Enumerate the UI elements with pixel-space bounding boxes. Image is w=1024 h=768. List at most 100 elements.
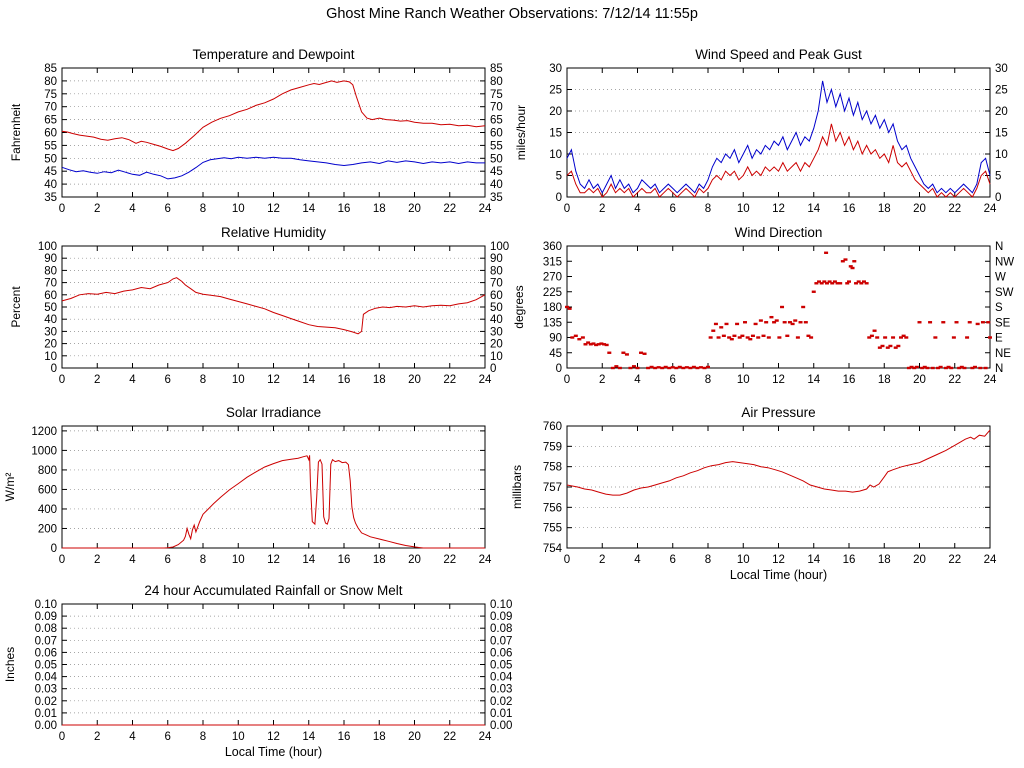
y-tick-label: 0 [556, 363, 562, 375]
y-tick-label: 60 [44, 128, 57, 140]
y-tick-label-right: 40 [490, 314, 503, 326]
x-tick-label: 10 [737, 554, 750, 566]
y-tick-label-right: 0.05 [490, 660, 512, 672]
x-tick-label: 14 [302, 374, 315, 386]
y-axis-label: Inches [3, 647, 17, 682]
y-tick-label-right: 75 [490, 89, 503, 101]
x-tick-label: 24 [479, 374, 492, 386]
y-tick-label-right: 60 [490, 290, 503, 302]
y-tick-label: 15 [549, 128, 562, 140]
y-tick-label: 1000 [31, 445, 57, 457]
x-tick-label: 16 [843, 554, 856, 566]
y-tick-label: 0 [556, 192, 562, 204]
y-tick-label-right: 90 [490, 253, 503, 265]
y-tick-label: 270 [543, 272, 562, 284]
y-tick-label-right: SE [995, 317, 1011, 329]
y-axis-label: Fahrenheit [9, 103, 23, 161]
x-tick-label: 6 [670, 374, 676, 386]
plot-border [61, 425, 486, 549]
chart-title: Wind Direction [735, 225, 823, 240]
x-tick-label: 8 [200, 374, 206, 386]
y-tick-label-right: 20 [490, 339, 503, 351]
x-tick-label: 18 [373, 203, 386, 215]
y-tick-label: 0 [51, 543, 57, 555]
y-tick-label: 20 [549, 106, 562, 118]
x-tick-label: 22 [443, 374, 456, 386]
y-tick-label-right: 0.09 [490, 611, 512, 623]
x-tick-label: 0 [564, 374, 570, 386]
x-tick-label: 16 [338, 731, 351, 743]
wind-direction-points [565, 251, 992, 370]
x-tick-label: 20 [913, 203, 926, 215]
x-tick-label: 4 [634, 203, 641, 215]
y-tick-label: 40 [44, 179, 57, 191]
y-tick-label: 759 [543, 441, 562, 453]
y-tick-label-right: 0.06 [490, 647, 512, 659]
peak-gust-line [566, 80, 991, 194]
y-tick-label: 757 [543, 482, 562, 494]
x-tick-label: 18 [373, 554, 386, 566]
y-tick-label: 10 [549, 149, 562, 161]
y-tick-label: 400 [38, 504, 57, 516]
x-tick-label: 8 [705, 374, 711, 386]
x-tick-label: 2 [94, 731, 100, 743]
chart-title: Wind Speed and Peak Gust [695, 47, 862, 62]
y-tick-label-right: 10 [490, 351, 503, 363]
x-tick-label: 12 [772, 554, 785, 566]
y-tick-label-right: 80 [490, 265, 503, 277]
y-tick-label: 135 [543, 317, 562, 329]
y-tick-label: 70 [44, 102, 57, 114]
y-tick-label: 30 [549, 63, 562, 75]
y-tick-label: 30 [44, 326, 57, 338]
y-tick-label-right: 45 [490, 166, 503, 178]
y-axis-label: Percent [9, 286, 23, 328]
x-tick-label: 4 [129, 203, 136, 215]
x-tick-label: 18 [878, 374, 891, 386]
y-tick-label: 80 [44, 265, 57, 277]
x-tick-label: 14 [302, 203, 315, 215]
x-tick-label: 2 [599, 374, 605, 386]
chart-title: Solar Irradiance [226, 405, 321, 420]
x-tick-label: 16 [338, 203, 351, 215]
x-tick-label: 6 [165, 731, 171, 743]
x-tick-label: 0 [59, 203, 65, 215]
x-tick-label: 20 [913, 554, 926, 566]
x-tick-label: 8 [705, 554, 711, 566]
y-tick-label: 45 [44, 166, 57, 178]
chart-title: 24 hour Accumulated Rainfall or Snow Mel… [144, 583, 402, 598]
x-tick-label: 8 [200, 731, 206, 743]
x-tick-label: 22 [948, 203, 961, 215]
y-tick-label: 10 [44, 351, 57, 363]
y-tick-label-right: E [995, 333, 1003, 345]
x-tick-label: 6 [165, 554, 171, 566]
x-tick-label: 24 [984, 374, 997, 386]
x-tick-label: 6 [670, 554, 676, 566]
y-tick-label: 55 [44, 140, 57, 152]
y-tick-label: 90 [44, 253, 57, 265]
x-tick-label: 2 [94, 374, 100, 386]
y-tick-label: 40 [44, 314, 57, 326]
y-tick-label: 756 [543, 502, 562, 514]
x-tick-label: 16 [338, 554, 351, 566]
y-tick-label-right: 25 [995, 85, 1008, 97]
y-tick-label-right: S [995, 302, 1003, 314]
y-tick-label-right: 70 [490, 102, 503, 114]
y-tick-label: 60 [44, 290, 57, 302]
x-tick-label: 22 [443, 203, 456, 215]
x-tick-label: 10 [232, 374, 245, 386]
y-tick-label: 315 [543, 256, 562, 268]
y-tick-label: 600 [38, 484, 57, 496]
y-tick-label: 0.04 [35, 672, 58, 684]
x-tick-label: 14 [807, 203, 820, 215]
x-tick-label: 10 [232, 554, 245, 566]
x-tick-label: 4 [129, 554, 136, 566]
x-axis-label: Local Time (hour) [730, 568, 827, 582]
x-tick-label: 10 [232, 731, 245, 743]
y-tick-label: 760 [543, 421, 562, 433]
x-tick-label: 0 [59, 554, 65, 566]
y-tick-label: 20 [44, 339, 57, 351]
